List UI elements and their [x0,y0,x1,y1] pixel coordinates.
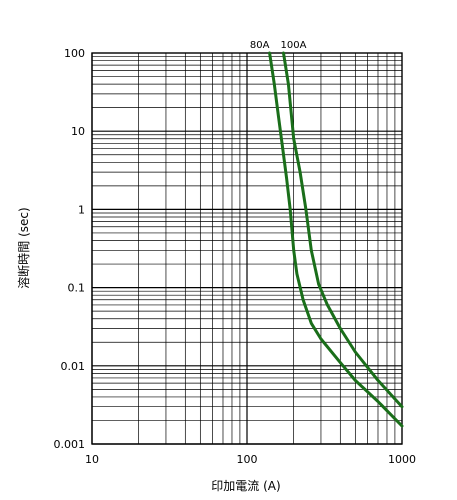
series-label-1: 80A [250,40,270,51]
x-tick-label: 1000 [388,453,416,466]
series-line-1 [268,51,404,428]
x-tick-label: 10 [85,453,99,466]
y-tick-label: 10 [71,125,85,138]
y-tick-label: 0.01 [61,360,86,373]
y-tick-label: 0.001 [54,438,86,451]
y-tick-label: 100 [64,47,85,60]
y-axis-label: 溶断時間 (sec) [16,207,31,288]
y-tick-label: 0.1 [68,282,86,295]
series-label-2: 100A [281,40,307,51]
major-grid [91,52,403,445]
labels-layer: 10 100 1000 100 10 1 0.1 0.01 0.001 80A 100A [54,40,417,466]
series-layer [268,51,404,428]
y-tick-label: 1 [78,203,85,216]
series-line-2 [282,51,404,409]
x-tick-label: 100 [237,453,258,466]
x-axis-label: 印加電流 (A) [211,479,280,493]
